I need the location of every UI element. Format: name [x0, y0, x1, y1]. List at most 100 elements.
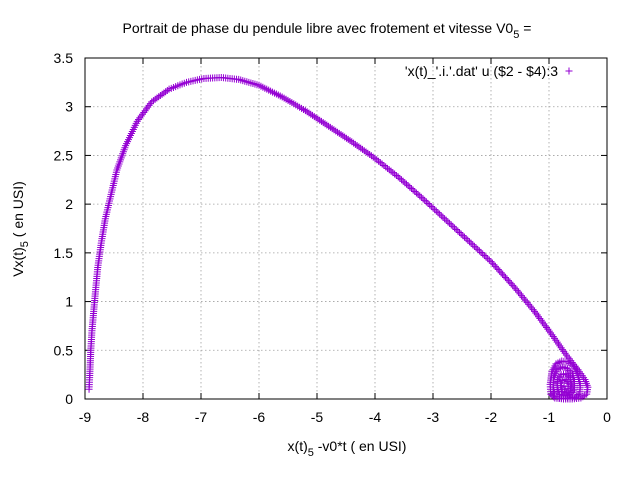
data-point — [337, 131, 345, 139]
data-point — [482, 253, 490, 261]
data-point — [334, 128, 342, 136]
data-point — [434, 209, 442, 217]
data-point — [303, 108, 311, 116]
data-point — [477, 248, 485, 256]
data-point — [533, 311, 541, 319]
data-point — [335, 129, 343, 137]
data-point — [507, 280, 515, 288]
data-point — [470, 242, 478, 250]
data-point — [422, 198, 430, 206]
data-point — [506, 278, 514, 286]
data-point — [499, 270, 507, 278]
data-point — [462, 235, 470, 243]
legend: 'x(t)_'.i.'.dat' u ($2 - $4):3 — [405, 63, 573, 79]
x-tick-label: -1 — [543, 409, 556, 425]
data-point — [465, 238, 473, 246]
data-point — [457, 230, 465, 238]
data-point — [382, 163, 390, 171]
data-point — [142, 105, 150, 113]
data-point — [399, 177, 407, 185]
data-point — [310, 113, 318, 121]
data-point — [404, 182, 412, 190]
data-point — [444, 218, 452, 226]
data-point — [429, 204, 437, 212]
data-point — [326, 123, 334, 131]
chart-title: Portrait de phase du pendule libre avec … — [123, 20, 532, 41]
data-point — [360, 147, 368, 155]
data-point — [532, 309, 540, 317]
data-point — [351, 140, 359, 148]
data-point — [373, 156, 381, 164]
data-point — [409, 186, 417, 194]
data-point — [441, 215, 449, 223]
x-tick-label: 0 — [603, 409, 611, 425]
data-point — [369, 153, 377, 161]
data-point — [321, 120, 329, 128]
data-point — [378, 160, 386, 168]
data-point — [353, 142, 361, 150]
legend-marker-symbol — [565, 67, 573, 75]
data-point — [484, 255, 492, 263]
data-point — [503, 275, 511, 283]
data-point — [558, 363, 566, 371]
data-point — [454, 227, 462, 235]
x-tick-label: -3 — [427, 409, 440, 425]
data-point — [426, 201, 434, 209]
data-point — [474, 245, 482, 253]
data-point — [348, 138, 356, 146]
legend-marker — [565, 67, 573, 75]
data-point — [459, 232, 467, 240]
data-point — [391, 170, 399, 178]
data-point — [412, 189, 420, 197]
data-point — [510, 283, 518, 291]
data-point — [380, 161, 388, 169]
data-point — [419, 195, 427, 203]
data-point — [436, 210, 444, 218]
data-point — [146, 100, 154, 108]
data-point — [309, 111, 317, 119]
data-point — [523, 299, 531, 307]
data-point — [502, 273, 509, 281]
data-point — [366, 151, 374, 159]
data-point — [540, 320, 548, 328]
data-point — [451, 224, 459, 232]
data-point — [500, 272, 508, 280]
data-point — [316, 116, 324, 124]
data-point — [447, 221, 455, 229]
data-point — [407, 185, 415, 193]
plot-frame — [84, 57, 608, 400]
data-point — [491, 262, 499, 270]
data-point — [535, 313, 543, 321]
data-point — [163, 86, 171, 94]
data-point — [416, 192, 424, 200]
x-tick-label: -9 — [79, 409, 92, 425]
data-point — [144, 103, 152, 111]
data-point — [561, 385, 569, 393]
data-point — [446, 219, 454, 227]
data-point — [539, 318, 547, 326]
data-point — [509, 281, 517, 289]
data-point — [389, 169, 397, 177]
data-point — [525, 300, 533, 308]
x-tick-label: -7 — [195, 409, 208, 425]
data-point — [567, 368, 575, 376]
data-point — [544, 325, 552, 333]
series-markers — [85, 73, 592, 403]
data-point — [490, 261, 498, 269]
data-point — [145, 101, 153, 109]
data-point — [531, 307, 538, 315]
data-point — [392, 171, 400, 179]
data-point — [344, 135, 352, 143]
data-point — [307, 110, 315, 118]
data-point — [375, 157, 383, 165]
data-point — [494, 266, 502, 274]
data-point — [541, 322, 549, 330]
data-point — [488, 259, 496, 267]
data-point — [543, 324, 551, 332]
data-point — [472, 244, 480, 252]
x-tick-label: -5 — [311, 409, 324, 425]
data-point — [357, 144, 365, 152]
data-point — [137, 112, 145, 120]
data-point — [515, 288, 523, 296]
